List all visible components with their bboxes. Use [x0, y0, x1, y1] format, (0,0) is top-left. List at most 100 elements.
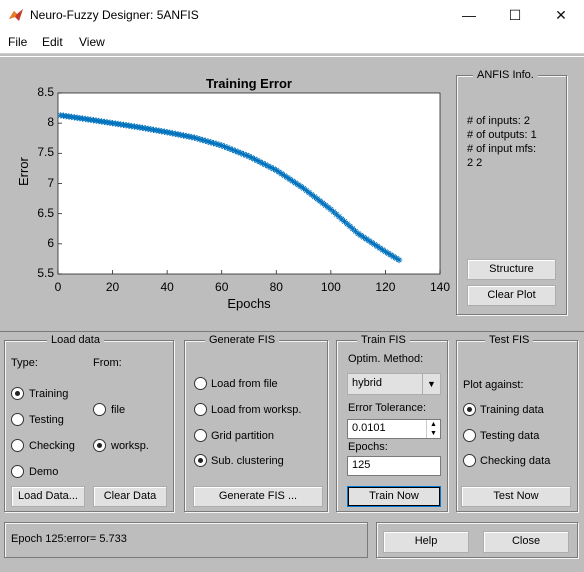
- optim-method-value: hybrid: [352, 377, 382, 389]
- load-data-button[interactable]: Load Data...: [11, 486, 85, 507]
- menu-bar: File Edit View: [0, 30, 584, 54]
- train-now-button[interactable]: Train Now: [347, 486, 441, 507]
- radio-test-training[interactable]: [463, 403, 476, 416]
- error-point: [259, 160, 266, 167]
- load-from-worksp-label: Load from worksp.: [211, 404, 302, 416]
- error-point: [248, 154, 255, 161]
- radio-from-file[interactable]: [93, 403, 106, 416]
- input-mfs-values: 2 2: [467, 157, 483, 169]
- x-axis-label: Epochs: [227, 296, 271, 311]
- clear-data-button[interactable]: Clear Data: [93, 486, 167, 507]
- test-fis-panel: Test FIS Plot against: Training data Tes…: [456, 334, 578, 512]
- sub-clustering-label: Sub. clustering: [211, 455, 284, 467]
- epochs-label: Epochs:: [348, 441, 388, 453]
- y-tick-label: 6: [47, 235, 54, 250]
- x-tick-label: 80: [269, 280, 283, 294]
- x-tick-label: 100: [320, 280, 341, 294]
- radio-grid-partition[interactable]: [194, 429, 207, 442]
- train-fis-title: Train FIS: [357, 334, 410, 346]
- menu-edit[interactable]: Edit: [42, 35, 63, 49]
- y-tick-label: 7.5: [37, 145, 54, 160]
- clear-plot-button[interactable]: Clear Plot: [467, 285, 556, 306]
- error-points: [57, 112, 403, 264]
- title-bar: Neuro-Fuzzy Designer: 5ANFIS — ☐ ✕: [0, 0, 584, 30]
- structure-button[interactable]: Structure: [467, 259, 556, 280]
- test-training-label: Training data: [480, 404, 544, 416]
- generate-fis-title: Generate FIS: [205, 334, 280, 346]
- minimize-button[interactable]: —: [462, 7, 476, 23]
- error-tolerance-input[interactable]: 0.0101 ▲ ▼: [347, 419, 441, 439]
- spinner-arrows-icon[interactable]: ▲ ▼: [426, 420, 440, 438]
- x-tick-label: 120: [375, 280, 396, 294]
- y-tick-label: 8.5: [37, 85, 54, 99]
- x-tick-label: 60: [215, 280, 229, 294]
- test-fis-title: Test FIS: [485, 334, 534, 346]
- error-tolerance-value: 0.0101: [352, 422, 386, 434]
- optim-method-label: Optim. Method:: [348, 353, 424, 365]
- y-tick-label: 8: [47, 115, 54, 130]
- y-tick-label: 6.5: [37, 205, 54, 220]
- from-file-label: file: [111, 404, 126, 416]
- close-button[interactable]: Close: [483, 531, 569, 553]
- input-mfs-label: # of input mfs:: [467, 143, 537, 155]
- radio-test-checking[interactable]: [463, 454, 476, 467]
- inputs-count: # of inputs: 2: [467, 115, 530, 127]
- plot-frame: [0, 56, 584, 332]
- error-tolerance-label: Error Tolerance:: [348, 402, 427, 414]
- type-label: Type:: [11, 357, 38, 369]
- y-tick-label: 5.5: [37, 266, 54, 280]
- radio-load-from-file[interactable]: [194, 377, 207, 390]
- error-point: [300, 185, 307, 192]
- test-testing-label: Testing data: [480, 430, 540, 442]
- radio-type-checking[interactable]: [11, 439, 24, 452]
- chevron-down-icon: ▼: [422, 374, 440, 394]
- x-tick-label: 40: [160, 280, 174, 294]
- error-point: [395, 256, 403, 264]
- load-data-panel: Load data Type: From: Training Testing C…: [4, 334, 174, 512]
- load-data-title: Load data: [47, 334, 104, 346]
- radio-from-worksp[interactable]: [93, 439, 106, 452]
- chart-title: Training Error: [206, 76, 292, 91]
- type-testing-label: Testing: [29, 414, 64, 426]
- epochs-value: 125: [352, 459, 371, 471]
- test-checking-label: Checking data: [480, 455, 551, 467]
- radio-type-training[interactable]: [11, 387, 24, 400]
- y-tick-label: 7: [47, 175, 54, 190]
- y-axis-label: Error: [16, 157, 31, 186]
- radio-sub-clustering[interactable]: [194, 454, 207, 467]
- plot-against-label: Plot against:: [463, 379, 524, 391]
- x-tick-label: 0: [54, 280, 62, 294]
- matlab-icon: [9, 9, 23, 21]
- training-error-plot: [57, 92, 441, 275]
- help-button[interactable]: Help: [383, 531, 469, 553]
- radio-type-testing[interactable]: [11, 413, 24, 426]
- grid-partition-label: Grid partition: [211, 430, 274, 442]
- outputs-count: # of outputs: 1: [467, 129, 537, 141]
- x-tick-label: 20: [105, 280, 120, 294]
- window-title: Neuro-Fuzzy Designer: 5ANFIS: [30, 8, 199, 22]
- radio-load-from-worksp[interactable]: [194, 403, 207, 416]
- from-label: From:: [93, 357, 122, 369]
- menu-file[interactable]: File: [8, 35, 28, 49]
- error-point: [163, 129, 171, 136]
- menu-view[interactable]: View: [79, 35, 105, 49]
- status-text: Epoch 125:error= 5.733: [11, 533, 127, 545]
- bottom-button-panel: Help Close: [376, 522, 578, 558]
- maximize-button[interactable]: ☐: [508, 7, 522, 23]
- train-fis-panel: Train FIS Optim. Method: hybrid ▼ Error …: [336, 334, 448, 512]
- anfis-info-panel: ANFIS Info. # of inputs: 2 # of outputs:…: [456, 69, 567, 315]
- test-now-button[interactable]: Test Now: [461, 486, 571, 507]
- axis-ticks: [57, 92, 441, 275]
- from-worksp-label: worksp.: [111, 440, 149, 452]
- generate-fis-button[interactable]: Generate FIS ...: [193, 486, 323, 507]
- radio-type-demo[interactable]: [11, 465, 24, 478]
- x-tick-label: 140: [429, 280, 451, 294]
- load-from-file-label: Load from file: [211, 378, 278, 390]
- type-training-label: Training: [29, 388, 69, 400]
- close-window-button[interactable]: ✕: [555, 7, 567, 23]
- epochs-input[interactable]: 125: [347, 456, 441, 476]
- optim-method-select[interactable]: hybrid ▼: [347, 373, 441, 395]
- generate-fis-panel: Generate FIS Load from file Load from wo…: [184, 334, 328, 512]
- radio-test-testing[interactable]: [463, 429, 476, 442]
- type-demo-label: Demo: [29, 466, 59, 478]
